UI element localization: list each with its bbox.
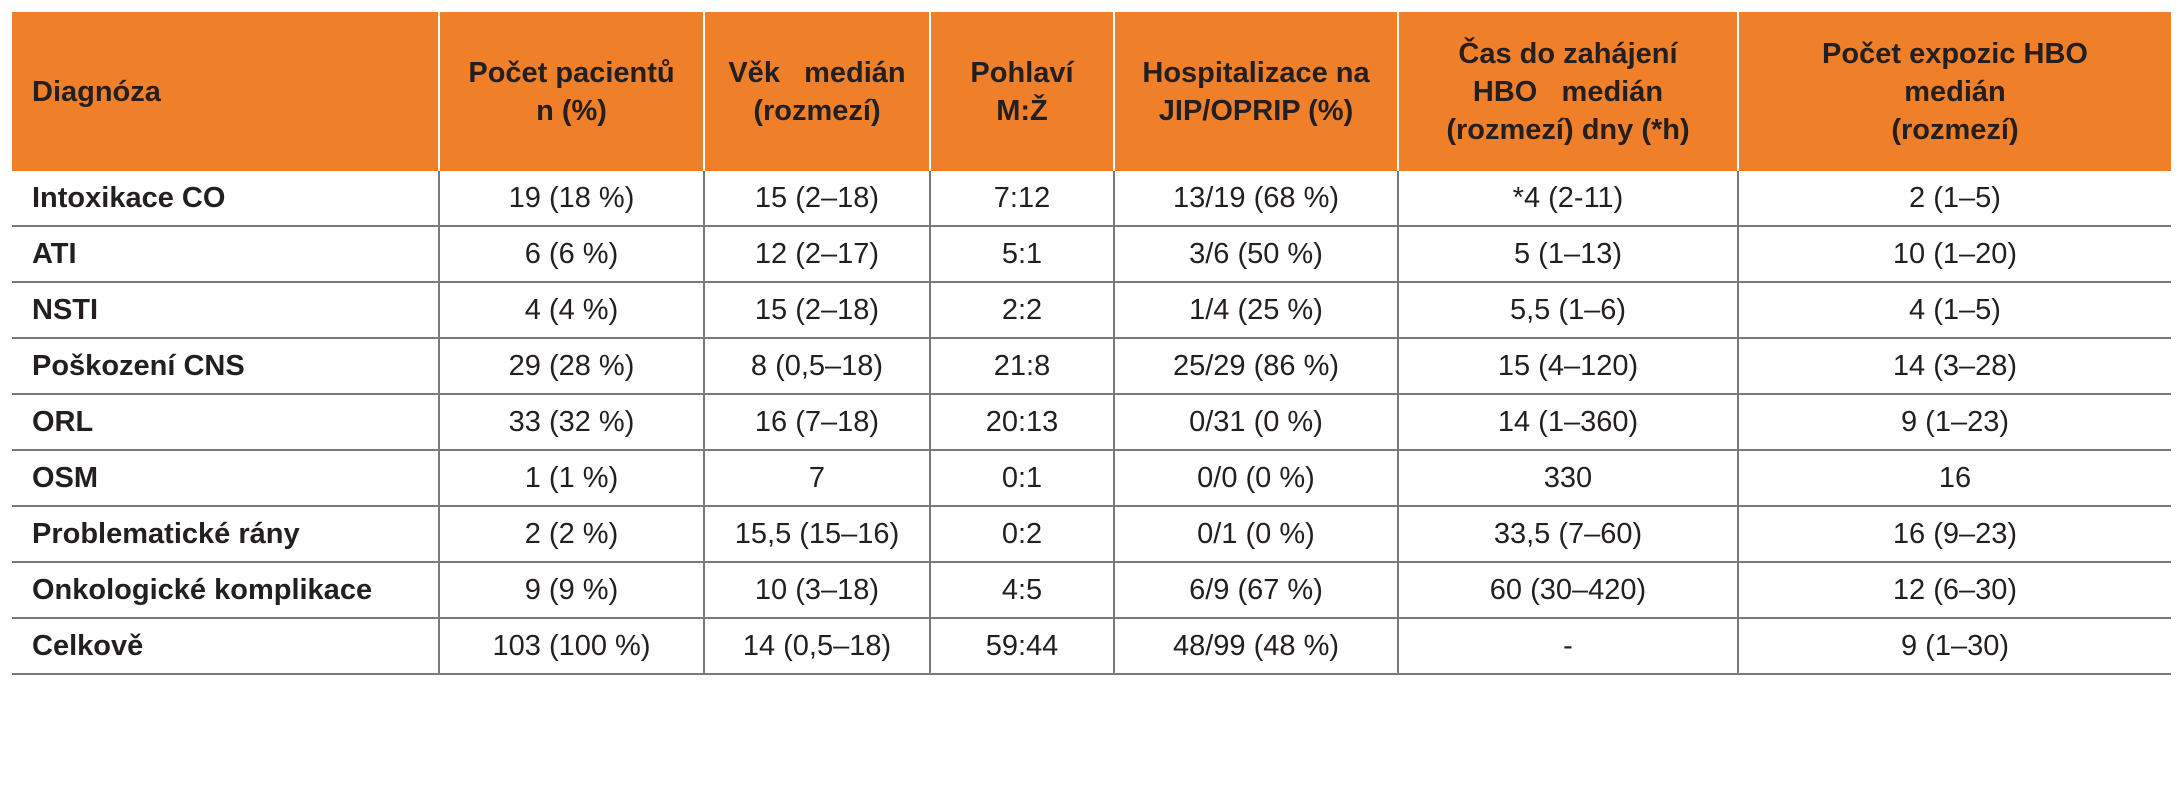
cell-pocet-pacientu: 103 (100 %) (439, 617, 705, 675)
cell-pocet-expozic: 2 (1–5) (1909, 181, 2001, 214)
cell-pohlavi: 59:44 (930, 617, 1115, 675)
cell-diagnoza: ATI (12, 225, 440, 282)
cell-diagnoza: NSTI (12, 281, 440, 338)
header-vek: Věk medián (rozmezí) (704, 12, 931, 171)
cell-hospitalizace: 6/9 (67 %) (1114, 561, 1399, 618)
cell-hospitalizace: 13/19 (68 %) (1114, 171, 1399, 226)
header-pocet-expozic: Počet expozic HBO medián (rozmezí) (1738, 12, 2171, 171)
cell-pocet-expozic: 4 (1–5) (1738, 281, 2171, 338)
cell-hospitalizace: 25/29 (86 %) (1114, 337, 1399, 394)
table-row: Problematické rány 2 (2 %) 15,5 (15–16) … (12, 505, 2171, 562)
table-row: ATI 6 (6 %) 12 (2–17) 5:1 3/6 (50 %) 5 (… (12, 225, 2171, 282)
cell-pocet-pacientu: 29 (28 %) (439, 337, 705, 394)
cell-pohlavi: 20:13 (930, 393, 1115, 450)
cell-diagnoza: Problematické rány (12, 505, 440, 562)
cell-diagnoza: OSM (12, 449, 440, 506)
cell-vek: 8 (0,5–18) (704, 337, 931, 394)
cell-cas-do-zahajeni: 15 (4–120) (1398, 337, 1739, 394)
cell-pocet-expozic: 12 (6–30) (1738, 561, 2171, 618)
cell-hospitalizace: 0/0 (0 %) (1114, 449, 1399, 506)
header-hospitalizace: Hospitalizace na JIP/OPRIP (%) (1114, 12, 1399, 171)
cell-cas-do-zahajeni: 33,5 (7–60) (1398, 505, 1739, 562)
cell-pocet-pacientu: 1 (1 %) (439, 449, 705, 506)
cell-cas-do-zahajeni: 5,5 (1–6) (1398, 281, 1739, 338)
cell-pocet-expozic: 16 (1738, 449, 2171, 506)
header-pohlavi: Pohlaví M:Ž (930, 12, 1115, 171)
cell-vek: 15,5 (15–16) (704, 505, 931, 562)
cell-pohlavi: 2:2 (930, 281, 1115, 338)
cell-diagnoza: Intoxikace CO (12, 171, 440, 226)
header-pocet-pacientu: Počet pacientů n (%) (439, 12, 705, 171)
cell-diagnoza: Poškození CNS (12, 337, 440, 394)
cell-cas-do-zahajeni: 60 (30–420) (1398, 561, 1739, 618)
cell-pohlavi: 0:1 (930, 449, 1115, 506)
cell-diagnoza: Celkově (12, 617, 440, 675)
cell-pocet-pacientu: 2 (2 %) (439, 505, 705, 562)
diagnosis-table: Diagnóza Počet pacientů n (%) Věk medián… (12, 12, 2171, 675)
cell-pohlavi: 4:5 (930, 561, 1115, 618)
table-row: Onkologické komplikace 9 (9 %) 10 (3–18)… (12, 561, 2171, 618)
cell-cas-do-zahajeni: - (1398, 617, 1739, 675)
header-cas-do-zahajeni: Čas do zahájení HBO medián (rozmezí) dny… (1398, 12, 1739, 171)
cell-hospitalizace: 0/1 (0 %) (1114, 505, 1399, 562)
table-header-row: Diagnóza Počet pacientů n (%) Věk medián… (12, 12, 2171, 171)
cell-vek: 10 (3–18) (704, 561, 931, 618)
cell-hospitalizace: 1/4 (25 %) (1114, 281, 1399, 338)
cell-pocet-expozic: 10 (1–20) (1738, 225, 2171, 282)
cell-vek: 14 (0,5–18) (704, 617, 931, 675)
table-row: Intoxikace CO 19 (18 %) 15 (2–18) 7:12 1… (12, 171, 2171, 226)
cell-diagnoza: ORL (12, 393, 440, 450)
table-row: ORL 33 (32 %) 16 (7–18) 20:13 0/31 (0 %)… (12, 393, 2171, 450)
cell-hospitalizace: 0/31 (0 %) (1114, 393, 1399, 450)
cell-pocet-pacientu: 6 (6 %) (439, 225, 705, 282)
cell-pocet-expozic: 14 (3–28) (1738, 337, 2171, 394)
cell-pohlavi: 5:1 (930, 225, 1115, 282)
cell-pocet-expozic: 16 (9–23) (1738, 505, 2171, 562)
cell-pocet-pacientu: 9 (9 %) (439, 561, 705, 618)
cell-pocet-pacientu: 33 (32 %) (439, 393, 705, 450)
table-row-total: Celkově 103 (100 %) 14 (0,5–18) 59:44 48… (12, 617, 2171, 675)
cell-cas-do-zahajeni: *4 (2-11) (1398, 171, 1739, 226)
table-row: NSTI 4 (4 %) 15 (2–18) 2:2 1/4 (25 %) 5,… (12, 281, 2171, 338)
cell-hospitalizace: 48/99 (48 %) (1114, 617, 1399, 675)
table-row: Poškození CNS 29 (28 %) 8 (0,5–18) 21:8 … (12, 337, 2171, 394)
cell-pocet-expozic: 9 (1–23) (1738, 393, 2171, 450)
cell-hospitalizace: 3/6 (50 %) (1114, 225, 1399, 282)
cell-vek: 7 (704, 449, 931, 506)
cell-vek: 15 (2–18) (704, 281, 931, 338)
cell-cas-do-zahajeni: 330 (1398, 449, 1739, 506)
cell-vek: 15 (2–18) (704, 171, 931, 226)
table-row: OSM 1 (1 %) 7 0:1 0/0 (0 %) 330 16 (12, 449, 2171, 506)
header-diagnoza: Diagnóza (12, 12, 440, 171)
cell-pocet-pacientu: 19 (18 %) (439, 171, 705, 226)
cell-cas-do-zahajeni: 5 (1–13) (1398, 225, 1739, 282)
cell-pohlavi: 7:12 (930, 171, 1115, 226)
cell-pohlavi: 0:2 (930, 505, 1115, 562)
cell-vek: 12 (2–17) (704, 225, 931, 282)
cell-vek: 16 (7–18) (704, 393, 931, 450)
data-table-container: Diagnóza Počet pacientů n (%) Věk medián… (12, 12, 2171, 675)
cell-cas-do-zahajeni: 14 (1–360) (1398, 393, 1739, 450)
cell-pocet-pacientu: 4 (4 %) (439, 281, 705, 338)
cell-pohlavi: 21:8 (930, 337, 1115, 394)
cell-diagnoza: Onkologické komplikace (12, 561, 440, 618)
cell-pocet-expozic: 9 (1–30) (1738, 617, 2171, 675)
